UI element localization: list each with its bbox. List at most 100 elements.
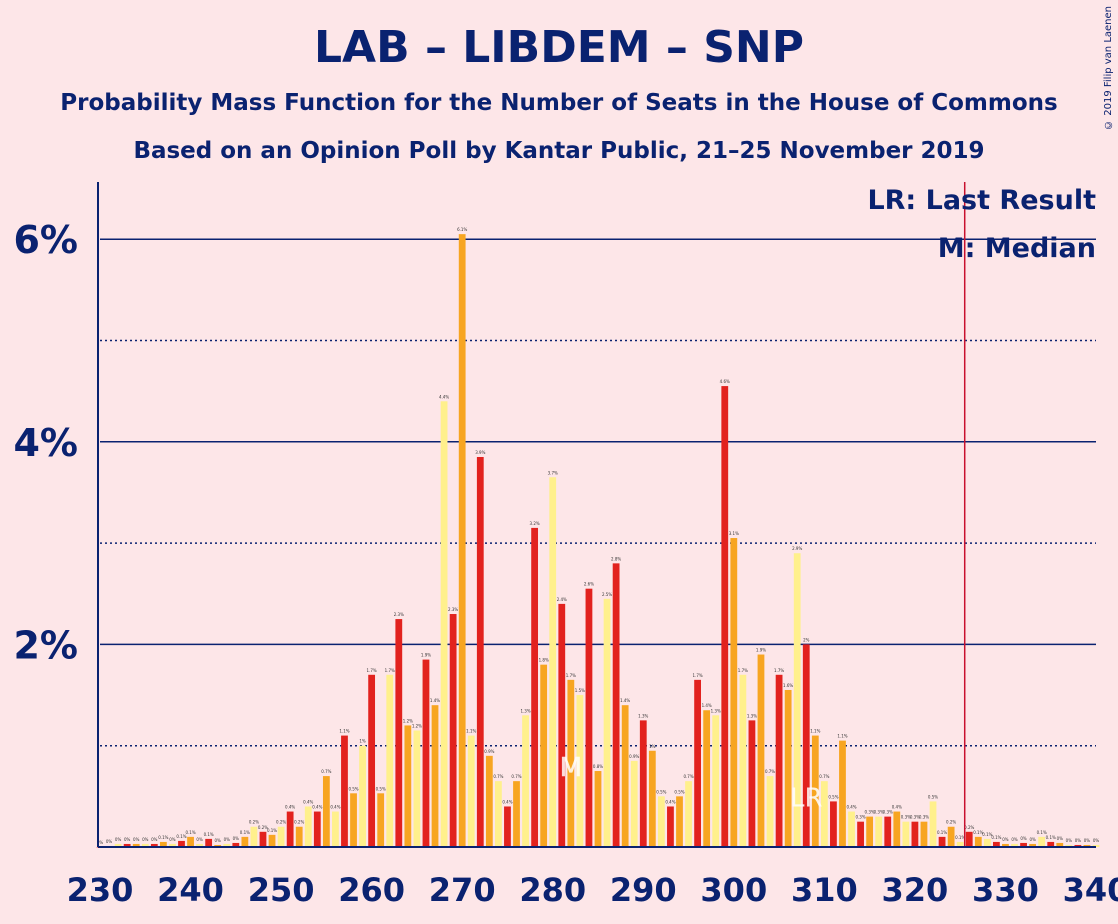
legend-entry: M: Median [938, 233, 1096, 264]
bar-seat-319 [902, 821, 910, 847]
bar-value-label: 1.2% [412, 724, 422, 729]
bar-value-label: 2.9% [792, 546, 802, 551]
bar-value-label: 1.1% [339, 729, 349, 734]
bar-seat-270 [458, 234, 466, 847]
bar-seat-266 [422, 659, 430, 847]
bar-seat-291 [648, 750, 656, 847]
bar-value-label: 1% [649, 744, 656, 749]
bar-seat-273 [485, 755, 493, 847]
bar-seat-333 [1029, 843, 1037, 847]
bar-value-label: 0.2% [258, 825, 268, 830]
bar-seat-238 [169, 843, 176, 847]
bar-seat-286 [603, 598, 611, 847]
bar-value-label: 0.5% [928, 794, 938, 799]
bar-value-label: 0.9% [484, 749, 494, 754]
x-tick-label: 270 [429, 871, 496, 909]
bar-value-label: 3.9% [475, 450, 485, 455]
bar-value-label: 0% [1011, 837, 1018, 842]
bar-value-label: 0% [124, 837, 131, 842]
bar-seat-312 [839, 740, 846, 847]
bar-value-label: 1.3% [711, 708, 721, 713]
bar-seat-313 [848, 811, 855, 847]
bar-seat-329 [993, 841, 1000, 847]
bar-seat-272 [476, 456, 484, 847]
bar-seat-274 [495, 781, 502, 847]
bar-value-label: 0.3% [855, 815, 865, 820]
bar-value-label: 1.3% [638, 713, 648, 718]
bar-seat-246 [241, 836, 249, 847]
bar-value-label: 0.7% [819, 774, 829, 779]
bar-seat-321 [920, 821, 928, 847]
bar-value-label: 1.8% [539, 658, 549, 663]
bar-seat-290 [639, 720, 647, 847]
bar-seat-240 [187, 836, 194, 847]
bar-seat-298 [712, 715, 720, 847]
bar-seat-295 [685, 781, 692, 847]
bar-seat-250 [277, 826, 285, 847]
bar-seat-251 [286, 811, 294, 847]
bar-value-label: 1.1% [837, 734, 847, 739]
bar-seat-338 [1074, 844, 1082, 847]
bar-seat-289 [630, 760, 638, 847]
x-tick-label: 310 [791, 871, 858, 909]
bar-value-label: 2.5% [602, 592, 612, 597]
bar-value-label: 0.7% [321, 769, 331, 774]
bar-value-label: 0.4% [330, 805, 340, 810]
bar-value-label: 0.4% [892, 805, 902, 810]
bar-value-label: 0% [115, 837, 122, 842]
bar-seat-241 [196, 843, 203, 847]
bar-seat-249 [268, 834, 276, 847]
bar-seat-244 [223, 843, 231, 847]
bar-seat-317 [884, 816, 892, 847]
bar-value-label: 1.7% [693, 673, 703, 678]
bar-value-label: 0% [142, 837, 149, 842]
bar-value-label: 0.7% [683, 774, 693, 779]
bar-seat-339 [1083, 844, 1091, 847]
bar-value-label: 1.9% [421, 653, 431, 658]
bar-seat-307 [793, 553, 801, 847]
median-marker: M [560, 753, 582, 783]
bar-value-label: 0.4% [502, 799, 512, 804]
bar-value-label: 0.1% [991, 835, 1001, 840]
bar-value-label: 0% [233, 836, 240, 841]
x-tick-label: 230 [67, 871, 134, 909]
bar-value-label: 0% [196, 837, 203, 842]
bar-value-label: 0.5% [828, 794, 838, 799]
bar-value-label: 0.1% [973, 830, 983, 835]
bar-value-label: 0% [1020, 836, 1027, 841]
bar-value-label: 0.3% [865, 810, 875, 815]
x-tick-label: 280 [519, 871, 586, 909]
bar-value-label: 1.7% [566, 673, 576, 678]
bar-seat-324 [947, 826, 955, 847]
bar-value-label: 4.4% [439, 394, 449, 399]
bar-value-label: 2.4% [557, 597, 567, 602]
legend-entry: LR: Last Result [867, 185, 1096, 216]
bar-value-label: 0.4% [665, 799, 675, 804]
bar-seat-303 [757, 654, 765, 847]
bar-seat-304 [766, 776, 774, 847]
bar-value-label: 3.7% [548, 470, 558, 475]
bar-seat-335 [1047, 841, 1055, 847]
y-tick-label: 2% [13, 623, 78, 667]
bar-seat-320 [911, 821, 919, 847]
bar-value-label: 0.5% [376, 786, 386, 791]
bar-seat-262 [386, 674, 394, 847]
bar-value-label: 1.6% [783, 683, 793, 688]
bar-value-label: 2.3% [394, 612, 404, 617]
bar-seat-267 [431, 705, 439, 847]
bar-value-label: 0.2% [964, 825, 974, 830]
bar-seat-268 [440, 401, 448, 847]
bar-value-label: 0.5% [656, 789, 666, 794]
bar-seat-285 [594, 771, 602, 847]
bar-value-label: 0.2% [946, 820, 956, 825]
bar-value-label: 0.7% [493, 774, 503, 779]
bar-seat-233 [123, 843, 131, 847]
bar-seat-232 [114, 843, 122, 847]
x-tick-label: 260 [338, 871, 405, 909]
bar-value-label: 1.2% [403, 718, 413, 723]
bar-seat-235 [141, 843, 149, 847]
bar-seat-301 [739, 674, 747, 847]
bar-seat-277 [522, 715, 529, 847]
x-tick-label: 330 [972, 871, 1039, 909]
bar-value-label: 0.1% [176, 834, 186, 839]
